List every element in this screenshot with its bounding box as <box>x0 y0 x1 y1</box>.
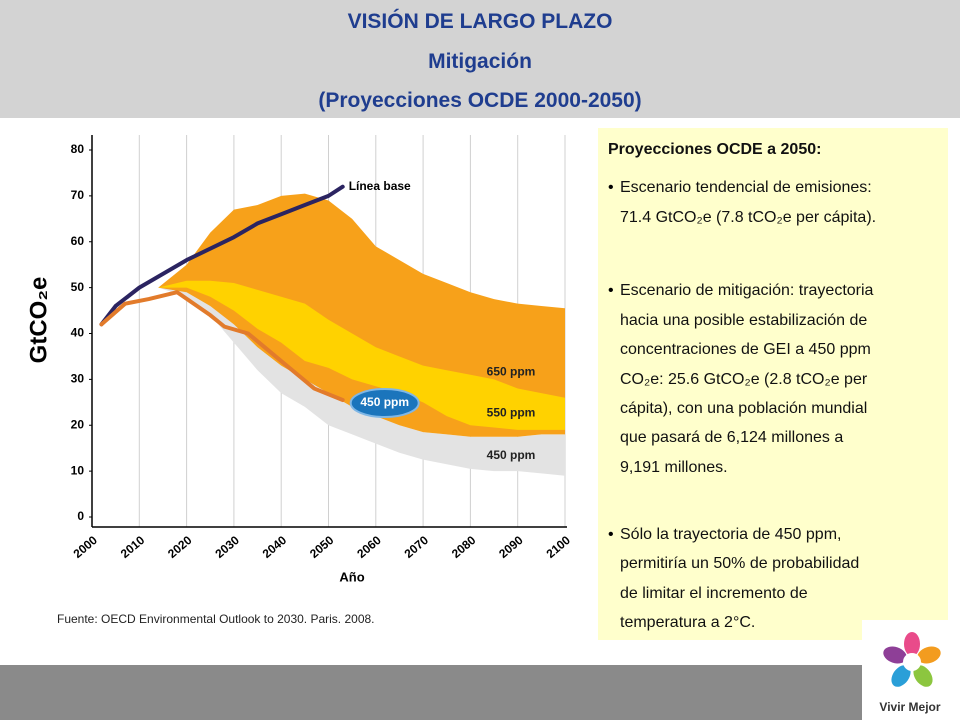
bullet-text: 71.4 GtCO₂e (7.8 tCO₂e per cápita). <box>620 209 877 226</box>
bullet: • <box>608 526 614 543</box>
x-tick-label: 2070 <box>402 533 432 561</box>
x-tick-label: 2080 <box>449 533 479 561</box>
x-tick-label: 2050 <box>307 533 337 561</box>
x-tick-label: 2010 <box>118 533 148 561</box>
x-tick-label: 2020 <box>165 533 195 561</box>
band <box>158 280 565 430</box>
bullet-text: 9,191 millones. <box>620 459 728 476</box>
x-tick-label: 2090 <box>496 533 526 561</box>
footer-bar <box>0 665 960 720</box>
header: VISIÓN DE LARGO PLAZO Mitigación (Proyec… <box>0 0 960 118</box>
x-tick-label: 2030 <box>212 533 242 561</box>
bullet-text: permitiría un 50% de probabilidad <box>620 555 860 572</box>
bullet: • <box>608 179 614 196</box>
text-panel: Proyecciones OCDE a 2050: • Escenario ten… <box>598 128 948 640</box>
y-tick-label: 80 <box>71 142 85 156</box>
x-tick-label: 2060 <box>354 533 384 561</box>
band-label: 450 ppm <box>487 448 536 462</box>
title: VISIÓN DE LARGO PLAZO <box>347 10 613 33</box>
y-axis-label: GtCO₂e <box>25 277 52 364</box>
logo-text: Vivir Mejor <box>879 700 940 714</box>
bullet-text: concentraciones de GEI a 450 ppm <box>620 341 871 358</box>
x-axis-label: Año <box>339 569 364 584</box>
line <box>99 184 345 327</box>
y-tick-label: 10 <box>71 463 85 477</box>
bullet-text: Escenario tendencial de emisiones: <box>620 179 872 196</box>
source: Fuente: OECD Environmental Outlook to 20… <box>57 612 375 626</box>
y-tick-label: 0 <box>77 509 84 523</box>
bullet-text: Sólo la trayectoria de 450 ppm, <box>620 526 842 543</box>
legend-badge <box>349 388 420 419</box>
bullet-text: hacia una posible estabilización de <box>620 312 868 329</box>
band-label: 650 ppm <box>487 364 536 378</box>
y-tick-label: 50 <box>71 280 85 294</box>
y-tick-label: 70 <box>71 188 85 202</box>
title: Mitigación <box>428 50 532 73</box>
title: (Proyecciones OCDE 2000-2050) <box>318 89 642 112</box>
band-label: 550 ppm <box>487 406 536 420</box>
bullet-text: Escenario de mitigación: trayectoria <box>620 282 874 299</box>
x-tick-label: 2040 <box>260 533 290 561</box>
logo-icon: Vivir Mejor <box>879 632 941 714</box>
x-tick-label: 2000 <box>71 533 101 561</box>
x-tick-label: 2100 <box>544 533 574 561</box>
y-tick-label: 40 <box>71 326 85 340</box>
y-tick-label: 20 <box>71 417 85 431</box>
bullet-text: que pasará de 6,124 millones a <box>620 429 844 446</box>
bullet-text: CO₂e: 25.6 GtCO₂e (2.8 tCO₂e per <box>620 371 868 388</box>
panel-title: Proyecciones OCDE a 2050: <box>608 141 822 158</box>
bullet: • <box>608 282 614 299</box>
bullet-text: temperatura a 2°C. <box>620 614 756 631</box>
y-tick-label: 30 <box>71 372 85 386</box>
chart: 2000 2010 2020 2030 2040 2050 2060 2070 2080 2090… <box>25 135 574 584</box>
line <box>99 290 345 403</box>
logo: Vivir Mejor <box>862 620 960 720</box>
bullet-text: de limitar el incremento de <box>620 585 808 602</box>
legend-label: Línea base <box>349 179 411 193</box>
legend-label: 450 ppm <box>360 395 409 409</box>
bullet-text: cápita), con una población mundial <box>620 400 868 417</box>
y-tick-label: 60 <box>71 234 85 248</box>
